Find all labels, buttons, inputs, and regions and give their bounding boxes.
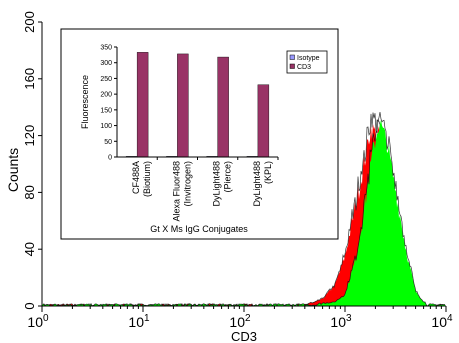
inset-x-tick-label: Alexa Fluor488(Invitrogen) bbox=[171, 161, 192, 222]
inset-y-tick-label: 300 bbox=[100, 60, 112, 67]
histogram-chart: 100 101 102 103 104 0 40 80 120 160 200 CD3 Count… bbox=[5, 11, 453, 343]
bar-cd3 bbox=[217, 56, 229, 158]
inset-bar-chart: 0 50 100 150 200 250 300 350 CF488A(Biotium) Ale… bbox=[60, 28, 339, 240]
inset-y-tick-label: 100 bbox=[100, 123, 112, 130]
inset-y-tick-label: 0 bbox=[108, 155, 112, 162]
legend-swatch-isotype bbox=[289, 54, 295, 60]
bar-cd3 bbox=[136, 52, 149, 158]
green-histogram bbox=[42, 119, 445, 306]
y-tick-label: 160 bbox=[22, 68, 37, 90]
x-tick-label: 104 bbox=[431, 313, 453, 330]
inset-x-tick-label: DyLight488(KPL) bbox=[252, 161, 273, 207]
red-histogram bbox=[42, 124, 445, 306]
inset-y-tick-label: 200 bbox=[100, 92, 112, 99]
inset-x-tick-label: CF488A(Biotium) bbox=[131, 161, 152, 197]
x-tick-label: 101 bbox=[128, 313, 150, 330]
x-tick-label: 103 bbox=[330, 313, 352, 330]
inset-x-axis-label: Gt X Ms IgG Conjugates bbox=[150, 224, 248, 234]
legend-label-isotype: Isotype bbox=[297, 55, 320, 62]
inset-y-tick-label: 350 bbox=[100, 45, 112, 52]
bar-cd3 bbox=[257, 84, 270, 158]
inset-y-tick-label: 250 bbox=[100, 76, 112, 83]
inset-legend: Isotype CD3 bbox=[286, 50, 328, 74]
x-tick-label: 102 bbox=[229, 313, 251, 330]
y-tick-label: 0 bbox=[22, 302, 37, 309]
x-axis-label: CD3 bbox=[231, 329, 257, 343]
y-axis-label: Counts bbox=[5, 148, 21, 192]
legend-label-cd3: CD3 bbox=[297, 64, 311, 71]
inset-y-axis-label: Fluorescence bbox=[80, 75, 90, 129]
inset-x-tick-label: DyLight488(Pierce) bbox=[212, 161, 233, 207]
y-tick-label: 40 bbox=[22, 242, 37, 256]
inset-y-tick-label: 150 bbox=[100, 107, 112, 114]
y-tick-label: 120 bbox=[22, 125, 37, 147]
legend-swatch-cd3 bbox=[289, 63, 295, 69]
x-tick-label: 100 bbox=[27, 313, 49, 330]
inset-y-tick-label: 50 bbox=[104, 139, 112, 146]
y-tick-label: 80 bbox=[22, 185, 37, 199]
y-tick-label: 200 bbox=[22, 11, 37, 33]
legend-box bbox=[286, 50, 328, 74]
green-histogram-outline bbox=[42, 111, 446, 307]
bar-cd3 bbox=[177, 53, 189, 158]
